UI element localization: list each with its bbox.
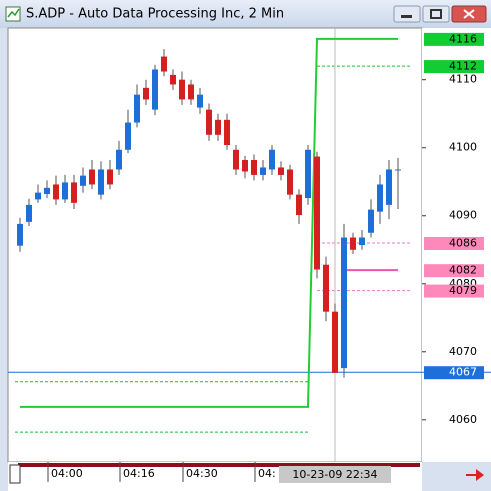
- candle-body: [377, 184, 383, 212]
- candle-body: [53, 184, 59, 200]
- candle-body: [314, 156, 320, 270]
- indicator-line: [20, 37, 398, 408]
- y-tick-label: 4070: [449, 345, 477, 358]
- price-label-box: [424, 236, 484, 250]
- candle-body: [287, 169, 293, 195]
- crosshair-label: 10-23-09 22:34: [292, 468, 377, 481]
- candle-body: [269, 149, 275, 170]
- candle-body: [242, 159, 248, 172]
- candle-body: [98, 169, 104, 195]
- candle-body: [188, 84, 194, 100]
- price-label: 4079: [449, 284, 477, 297]
- price-label-box: [424, 284, 484, 298]
- scroll-box[interactable]: [9, 464, 21, 484]
- candle-body: [197, 94, 203, 108]
- candle-body: [134, 94, 140, 123]
- price-label: 4067: [449, 366, 477, 379]
- candle-body: [350, 237, 356, 250]
- candle-body: [26, 204, 32, 222]
- candle-body: [161, 56, 167, 72]
- candle-body: [179, 79, 185, 100]
- x-tick-label: 04:30: [186, 467, 218, 480]
- price-label-box: [424, 264, 484, 278]
- scroll-arrow[interactable]: [466, 469, 484, 481]
- candle-body: [107, 169, 113, 185]
- maximize-icon: [430, 9, 442, 19]
- candle-body: [233, 149, 239, 170]
- price-label-box: [424, 60, 484, 74]
- price-label: 4082: [449, 264, 477, 277]
- x-tick-label: 04:: [258, 467, 276, 480]
- minimize-icon: [401, 15, 412, 18]
- candle-body: [215, 119, 221, 135]
- candle-body: [116, 149, 122, 170]
- maximize-button[interactable]: [422, 5, 450, 23]
- candle-body: [17, 223, 23, 246]
- candle-body: [125, 122, 131, 150]
- candle-body: [359, 237, 365, 245]
- candle-body: [71, 182, 77, 203]
- y-tick-label: 4100: [449, 141, 477, 154]
- candle-body: [143, 87, 149, 100]
- candle-body: [323, 264, 329, 312]
- x-tick-label: 04:16: [123, 467, 155, 480]
- price-label-box: [424, 32, 484, 46]
- x-tick-label: 04:00: [51, 467, 83, 480]
- candle-body: [251, 159, 257, 175]
- candle-body: [386, 169, 392, 205]
- window-title: S.ADP - Auto Data Processing Inc, 2 Min: [26, 7, 284, 22]
- price-label: 4112: [449, 60, 477, 73]
- minimize-button[interactable]: [393, 5, 421, 23]
- candle-body: [368, 209, 374, 233]
- scroll-bar[interactable]: [18, 463, 420, 467]
- candle-body: [44, 187, 50, 194]
- candle-body: [35, 192, 41, 200]
- candle-body: [260, 167, 266, 175]
- candle-body: [89, 169, 95, 185]
- price-label: 4086: [449, 236, 477, 249]
- candle-body: [152, 69, 158, 110]
- candle-body: [80, 175, 86, 186]
- y-tick-label: 4090: [449, 209, 477, 222]
- price-label-box: [424, 366, 484, 380]
- candle-body: [170, 74, 176, 85]
- candle-body: [305, 149, 311, 199]
- y-tick-label: 4110: [449, 73, 477, 86]
- y-tick-label: 4060: [449, 413, 477, 426]
- candle-body: [224, 119, 230, 146]
- price-label: 4116: [449, 32, 477, 45]
- crosshair-label-box: [279, 466, 391, 483]
- candle-body: [341, 237, 347, 369]
- candle-body: [332, 311, 338, 373]
- app-icon-glyph: [7, 8, 20, 18]
- candle-body: [206, 109, 212, 135]
- close-icon: [463, 9, 475, 19]
- candle-body: [278, 167, 284, 175]
- candle-body: [395, 169, 401, 171]
- candle-body: [296, 194, 302, 216]
- candle-body: [62, 182, 68, 200]
